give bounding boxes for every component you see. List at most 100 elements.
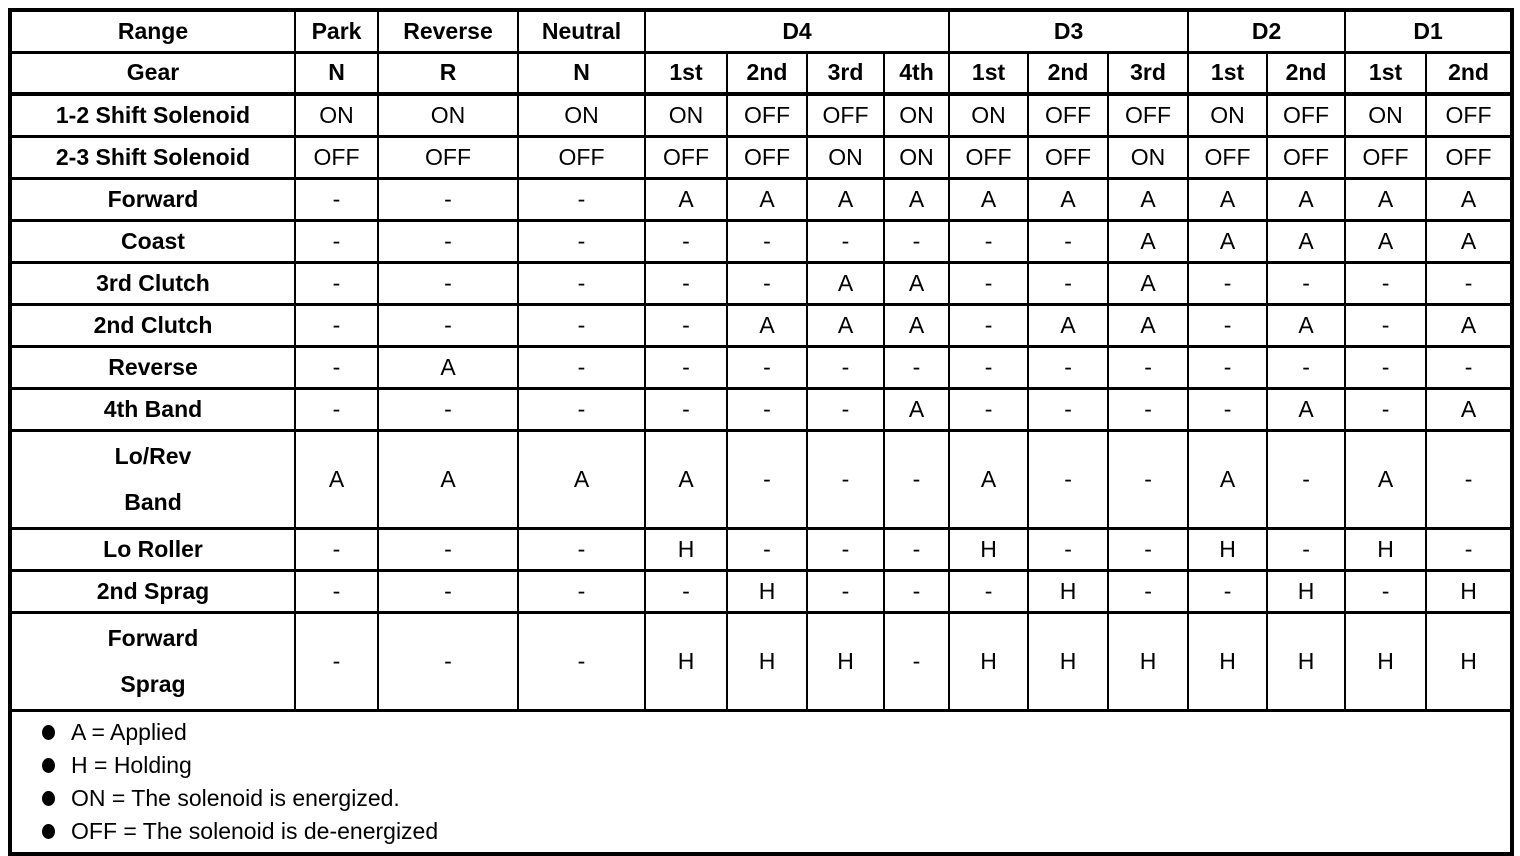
row-label: 2nd Sprag xyxy=(9,568,296,614)
value-cell: H xyxy=(1266,610,1347,712)
gear-header-cell: 1st xyxy=(948,50,1030,96)
value-cell: - xyxy=(1425,526,1514,572)
value-cell: - xyxy=(1107,526,1190,572)
row-label: 1-2 Shift Solenoid xyxy=(9,92,296,138)
value-cell: OFF xyxy=(377,134,519,180)
value-cell: H xyxy=(1425,610,1514,712)
value-cell: ON xyxy=(517,92,646,138)
value-cell: - xyxy=(294,260,379,306)
range-group-header: Reverse xyxy=(377,8,519,53)
value-cell: - xyxy=(1344,302,1428,348)
gear-header-cell: R xyxy=(377,50,519,96)
gear-header-cell: 2nd xyxy=(726,50,808,96)
gear-header-cell: 2nd xyxy=(1266,50,1347,96)
gear-header-label: Gear xyxy=(9,50,296,96)
value-cell: H xyxy=(1425,568,1514,614)
value-cell: A xyxy=(1266,218,1347,264)
value-cell: H xyxy=(1027,610,1110,712)
legend-item: H = Holding xyxy=(42,749,1510,782)
value-cell: - xyxy=(1187,302,1269,348)
row-label: 4th Band xyxy=(9,386,296,432)
value-cell: - xyxy=(517,260,646,306)
value-cell: - xyxy=(726,526,808,572)
value-cell: - xyxy=(517,344,646,390)
value-cell: A xyxy=(377,344,519,390)
value-cell: - xyxy=(294,568,379,614)
table-row: Forward - - - A A A A A A A A A A A xyxy=(9,176,1514,222)
value-cell: - xyxy=(806,218,885,264)
value-cell: A xyxy=(806,176,885,222)
value-cell: ON xyxy=(377,92,519,138)
value-cell: H xyxy=(1266,568,1347,614)
legend-text: H = Holding xyxy=(71,751,192,778)
bullet-icon xyxy=(42,724,55,740)
value-cell: - xyxy=(1425,428,1514,530)
value-cell: - xyxy=(517,610,646,712)
value-cell: - xyxy=(294,302,379,348)
value-cell: OFF xyxy=(948,134,1030,180)
value-cell: - xyxy=(882,428,951,530)
value-cell: A xyxy=(294,428,379,530)
range-group-header: Park xyxy=(294,8,379,53)
value-cell: - xyxy=(517,386,646,432)
range-group-header: Neutral xyxy=(517,8,646,53)
value-cell: - xyxy=(882,526,951,572)
value-cell: A xyxy=(882,176,951,222)
value-cell: - xyxy=(882,344,951,390)
value-cell: A xyxy=(1266,176,1347,222)
value-cell: OFF xyxy=(806,92,885,138)
value-cell: - xyxy=(726,428,808,530)
value-cell: OFF xyxy=(726,134,808,180)
value-cell: - xyxy=(517,302,646,348)
row-label-lines: Lo/Rev Band xyxy=(12,433,293,525)
value-cell: - xyxy=(882,218,951,264)
value-cell: A xyxy=(644,428,728,530)
value-cell: - xyxy=(1107,428,1190,530)
value-cell: - xyxy=(1107,386,1190,432)
value-cell: - xyxy=(1425,260,1514,306)
table-row: 2nd Clutch - - - - A A A - A A - A - A xyxy=(9,302,1514,348)
value-cell: OFF xyxy=(1344,134,1428,180)
value-cell: H xyxy=(1107,610,1190,712)
value-cell: - xyxy=(294,526,379,572)
value-cell: A xyxy=(1187,176,1269,222)
value-cell: A xyxy=(1266,386,1347,432)
range-group-header: D3 xyxy=(948,8,1190,53)
value-cell: H xyxy=(948,610,1030,712)
row-label-line: Lo/Rev xyxy=(114,442,192,469)
value-cell: - xyxy=(1425,344,1514,390)
value-cell: A xyxy=(882,386,951,432)
table-row: Coast - - - - - - - - - A A A A A xyxy=(9,218,1514,264)
value-cell: OFF xyxy=(1425,134,1514,180)
value-cell: - xyxy=(377,218,519,264)
value-cell: - xyxy=(517,568,646,614)
value-cell: ON xyxy=(882,134,951,180)
value-cell: - xyxy=(377,386,519,432)
value-cell: H xyxy=(1027,568,1110,614)
row-label-lines: Forward Sprag xyxy=(12,615,293,707)
value-cell: OFF xyxy=(1027,134,1110,180)
value-cell: - xyxy=(517,526,646,572)
value-cell: - xyxy=(948,344,1030,390)
row-label: Lo Roller xyxy=(9,526,296,572)
value-cell: - xyxy=(294,344,379,390)
row-label-line: Forward xyxy=(107,624,199,651)
range-group-header: D1 xyxy=(1344,8,1514,53)
table-row: 3rd Clutch - - - - - A A - - A - - - - xyxy=(9,260,1514,306)
chart-body: 1-2 Shift Solenoid ON ON ON ON OFF OFF ON ON OFF O… xyxy=(9,92,1514,854)
value-cell: A xyxy=(1027,302,1110,348)
value-cell: OFF xyxy=(1187,134,1269,180)
value-cell: - xyxy=(726,386,808,432)
value-cell: H xyxy=(1187,526,1269,572)
value-cell: A xyxy=(377,428,519,530)
value-cell: H xyxy=(726,568,808,614)
value-cell: - xyxy=(726,218,808,264)
value-cell: OFF xyxy=(1425,92,1514,138)
value-cell: A xyxy=(1107,260,1190,306)
bullet-icon xyxy=(42,790,55,806)
value-cell: OFF xyxy=(294,134,379,180)
value-cell: - xyxy=(882,610,951,712)
value-cell: - xyxy=(644,386,728,432)
value-cell: - xyxy=(882,568,951,614)
row-label-line: Sprag xyxy=(120,670,186,697)
